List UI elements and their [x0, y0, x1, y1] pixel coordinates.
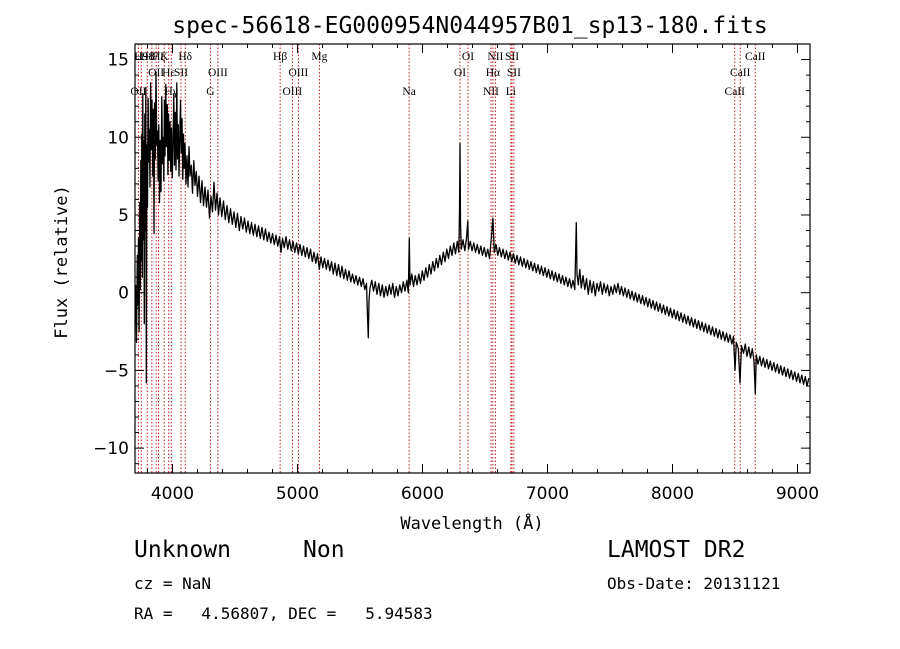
line-label-26: CaII — [725, 86, 746, 98]
observation-date: Obs-Date: 20131121 — [607, 574, 781, 593]
line-label-17: Na — [402, 86, 415, 98]
y-tick-label: 15 — [107, 51, 129, 71]
x-tick-label: 8000 — [651, 484, 694, 504]
line-label-28: CaII — [745, 51, 766, 63]
line-label-12: OIII — [208, 67, 228, 79]
x-tick-label: 4000 — [151, 484, 194, 504]
object-subclass: Non — [303, 537, 345, 563]
line-label-15: OIII — [288, 67, 308, 79]
line-label-9: Hδ — [178, 51, 192, 63]
y-axis-label: Flux (relative) — [52, 185, 72, 339]
line-label-16: Mg — [311, 51, 327, 63]
spectrum-line — [134, 71, 810, 395]
line-label-10: SII — [174, 67, 188, 79]
line-label-7: Hε — [162, 67, 175, 79]
y-tick-label: 5 — [118, 206, 129, 226]
line-label-19: OI — [462, 51, 474, 63]
redshift-value: cz = NaN — [134, 574, 212, 593]
line-label-13: Hβ — [273, 51, 287, 63]
x-axis-label: Wavelength (Å) — [400, 512, 543, 534]
line-label-3: H7 — [145, 51, 159, 63]
x-tick-label: 9000 — [776, 484, 819, 504]
line-label-18: OI — [454, 67, 466, 79]
line-label-27: CaII — [730, 67, 751, 79]
x-tick-label: 5000 — [276, 484, 319, 504]
plot-frame — [134, 43, 811, 474]
y-tick-label: −5 — [104, 361, 129, 381]
line-label-21: Hα — [486, 67, 500, 79]
line-label-20: NII — [483, 86, 499, 98]
y-axis: −10 −5 0 5 10 15 — [93, 43, 810, 465]
sky-coordinates: RA = 4.56807, DEC = 5.94583 — [134, 604, 433, 623]
y-tick-label: 10 — [107, 128, 129, 148]
chart-title: spec-56618-EG000954N044957B01_sp13-180.f… — [172, 13, 767, 39]
line-label-6: K — [160, 51, 169, 63]
line-label-24: SII — [505, 51, 519, 63]
line-label-23: Li — [506, 86, 516, 98]
y-tick-label: −10 — [93, 439, 129, 459]
line-label-11: G — [206, 86, 214, 98]
x-axis: 4000 5000 6000 7000 8000 9000 — [147, 44, 819, 504]
line-label-0: OII — [130, 86, 146, 98]
line-label-5: Hζ — [152, 51, 165, 63]
spectral-line-labels: OIIH9H8H7OIIHζKHεHγHδSIIGOIIIHβOIIIOIIIM… — [130, 51, 765, 98]
line-label-22: NII — [487, 51, 503, 63]
object-class: Unknown — [134, 537, 231, 563]
line-label-8: Hγ — [165, 86, 178, 98]
y-tick-label: 0 — [118, 284, 129, 304]
spectral-line-markers — [137, 44, 756, 473]
survey-name: LAMOST DR2 — [607, 537, 746, 563]
x-tick-label: 6000 — [401, 484, 444, 504]
line-label-25: SII — [507, 67, 521, 79]
line-label-14: OIII — [282, 86, 302, 98]
x-tick-label: 7000 — [526, 484, 569, 504]
